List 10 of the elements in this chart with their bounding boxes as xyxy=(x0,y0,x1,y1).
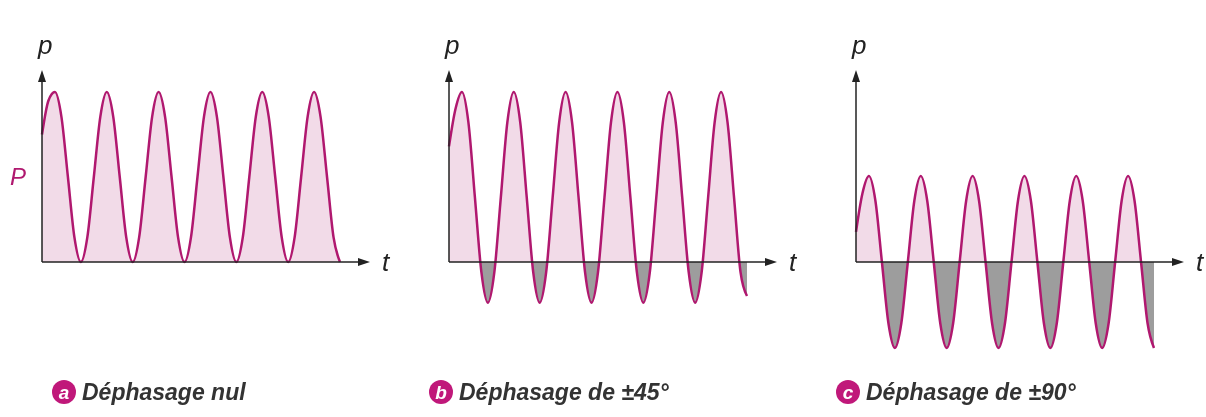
text: a Déphasage nul xyxy=(58,379,247,405)
x-axis-title: t xyxy=(382,247,391,277)
text: c Déphasage de ±90° xyxy=(842,379,1077,405)
text: b Déphasage de ±45° xyxy=(435,379,670,405)
x-axis-title: t xyxy=(1196,247,1205,277)
y-axis-title: p xyxy=(851,30,867,60)
y-axis-title: p xyxy=(37,30,53,60)
y-axis-title: p xyxy=(444,30,460,60)
text: P xyxy=(10,163,27,190)
x-axis-title: t xyxy=(789,247,798,277)
